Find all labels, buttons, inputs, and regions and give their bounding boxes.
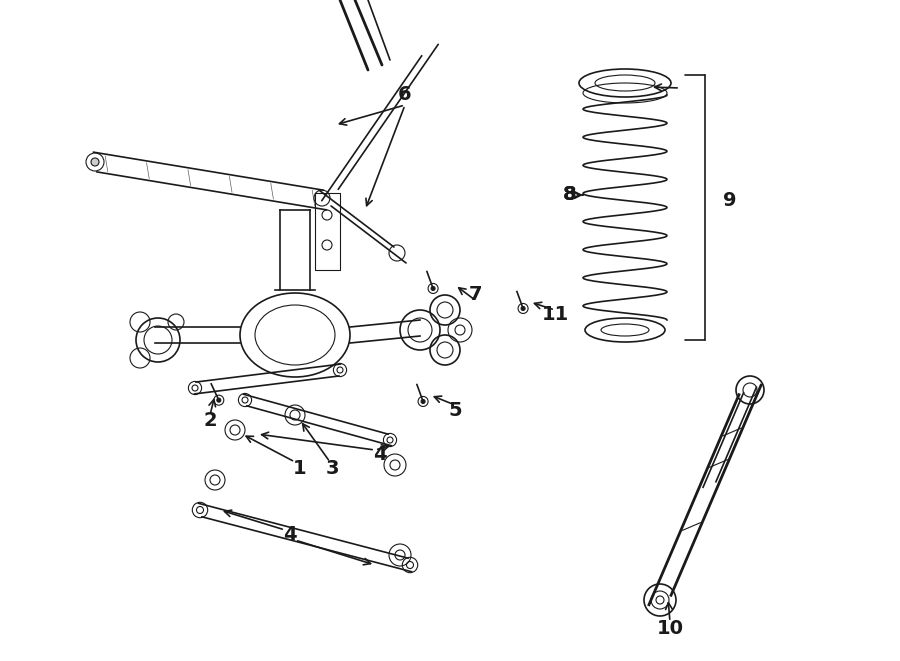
Text: 7: 7 [468,286,482,305]
Text: 1: 1 [293,459,307,477]
Text: 11: 11 [542,305,569,325]
Text: 5: 5 [448,401,462,420]
Circle shape [421,399,425,403]
Text: 9: 9 [724,190,737,210]
Text: 2: 2 [203,410,217,430]
Text: 4: 4 [284,525,297,545]
Text: 10: 10 [656,619,683,637]
Text: 6: 6 [398,85,412,104]
Text: 8: 8 [563,186,577,204]
Text: 8: 8 [563,186,577,204]
Circle shape [91,158,99,166]
Text: 4: 4 [374,446,387,465]
Circle shape [431,286,435,290]
Circle shape [521,307,525,311]
Circle shape [217,398,220,402]
Text: 3: 3 [325,459,338,477]
